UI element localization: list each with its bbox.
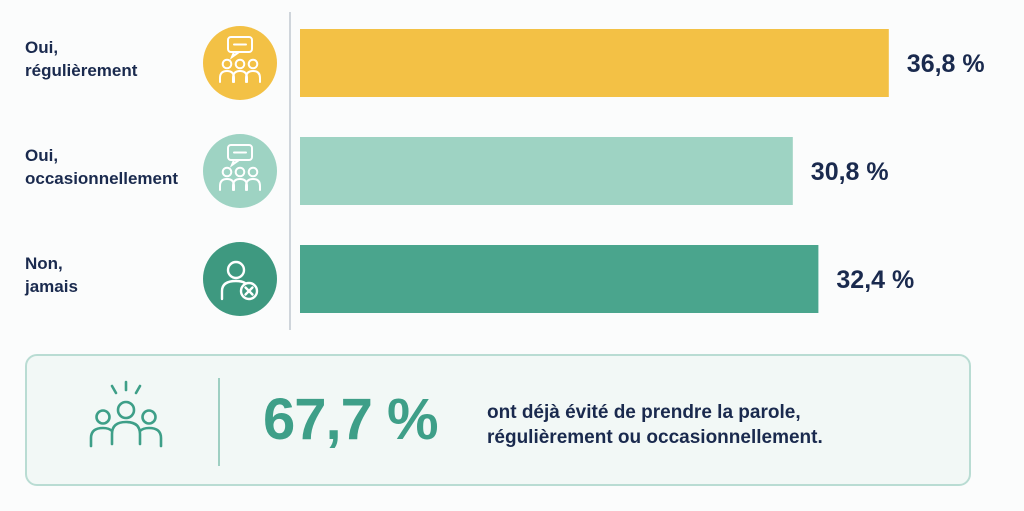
summary-text-line1: ont déjà évité de prendre la parole, — [487, 402, 801, 423]
summary-text: ont déjà évité de prendre la parole, rég… — [487, 400, 823, 450]
value-label: 36,8 % — [907, 50, 985, 78]
category-icon-circle — [203, 242, 277, 316]
value-label: 32,4 % — [836, 266, 914, 294]
chart-row: Non, jamais 32,4 % — [24, 242, 914, 316]
chart-row: Oui, occasionnellement 30,8 % — [25, 134, 889, 208]
summary-percentage: 67,7 % — [263, 387, 439, 452]
summary-text-line2: régulièrement ou occasionnellement. — [487, 427, 823, 448]
group-people-icon — [89, 380, 163, 448]
summary-divider — [218, 378, 220, 466]
speech-bubble-group-icon — [219, 36, 261, 83]
category-label: Non, jamais — [24, 254, 78, 296]
person-x-icon — [220, 260, 259, 301]
speech-bubble-group-icon — [219, 144, 261, 191]
category-icon-circle — [203, 26, 277, 100]
category-icon-circle — [203, 134, 277, 208]
chart-row: Oui, régulièrement 36,8 % — [25, 26, 985, 100]
value-label: 30,8 % — [811, 158, 889, 186]
category-label: Oui, occasionnellement — [25, 146, 178, 188]
category-label: Oui, régulièrement — [25, 38, 138, 80]
bar — [300, 245, 819, 313]
summary-box: 67,7 % ont déjà évité de prendre la paro… — [25, 354, 971, 486]
bar-chart: Oui, régulièrement 36,8 % Oui, occasionnelle… — [24, 12, 985, 330]
bar — [300, 29, 889, 97]
bar — [300, 137, 793, 205]
